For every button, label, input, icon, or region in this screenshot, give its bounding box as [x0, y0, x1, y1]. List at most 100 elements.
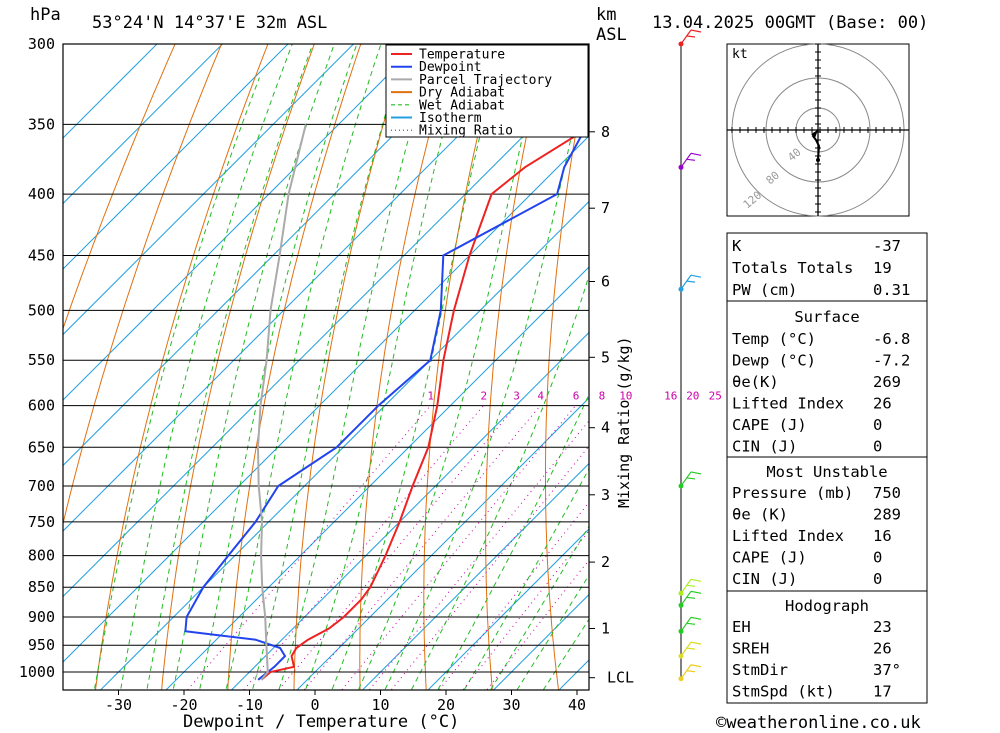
- hodograph: kt 40 80 120: [726, 43, 910, 217]
- dry-adiabat-line: [227, 44, 362, 690]
- stat-value: -37: [873, 237, 901, 255]
- height-unit-asl: ASL: [596, 25, 627, 45]
- mixing-ratio-line: [462, 529, 589, 690]
- stat-label: θe (K): [732, 506, 788, 524]
- dry-adiabat-line: [63, 44, 223, 526]
- hodograph-end-dot: [816, 158, 820, 162]
- wet-adiabat-line: [198, 44, 358, 690]
- stats-panel: K -37 Totals Totals 19 PW (cm) 0.31 Surface Tem…: [726, 232, 928, 704]
- wet-adiabat-line: [516, 574, 589, 690]
- stat-value: 750: [873, 484, 901, 502]
- temp-tick-label: 0: [310, 696, 319, 714]
- stat-label: StmSpd (kt): [732, 683, 835, 701]
- isotherm-line: [296, 397, 589, 690]
- temp-tick-label: -20: [170, 696, 197, 714]
- wind-profile: [678, 29, 702, 682]
- location-label: 53°24'N 14°37'E 32m ASL: [92, 13, 327, 33]
- pressure-tick-label: 300: [28, 35, 55, 53]
- legend-label: Dewpoint: [419, 60, 482, 75]
- height-tick-label: 8: [601, 123, 610, 141]
- axes: 1 2 3 4 6 8 10 16 20 2530035040045050055060065070…: [19, 35, 722, 714]
- hodograph-params-box: [726, 590, 928, 704]
- wind-barb-icon: [680, 590, 702, 606]
- wet-adiabat-line: [304, 44, 468, 690]
- isotherm-line: [63, 44, 224, 205]
- wet-adiabat-line: [542, 618, 589, 690]
- isotherm-line: [63, 44, 158, 139]
- temperature-profile: [260, 126, 589, 681]
- legend-label: Dry Adiabat: [419, 86, 505, 101]
- adiabats-and-isotherms: [63, 44, 589, 690]
- mixing-ratio-label: 25: [709, 390, 722, 403]
- height-tick-label: 4: [601, 419, 610, 437]
- mixing-ratio-label: 16: [664, 390, 677, 403]
- copyright-label: ©weatheronline.co.uk: [716, 713, 921, 733]
- legend-label: Temperature: [419, 48, 505, 63]
- wind-barb-icon: [680, 616, 702, 632]
- pressure-tick-label: 900: [28, 608, 55, 626]
- stat-value: 0: [873, 549, 882, 567]
- mixing-ratio-label: 20: [686, 390, 699, 403]
- isotherm-line: [63, 44, 355, 336]
- plot-frame: [62, 43, 590, 691]
- stat-value: 289: [873, 506, 901, 524]
- temp-tick-label: -10: [236, 696, 263, 714]
- height-tick-label: 1: [601, 620, 610, 638]
- mixing-ratio-label: 10: [619, 390, 632, 403]
- pressure-tick-label: 400: [28, 185, 55, 203]
- mixing-ratio-label: 2: [481, 390, 488, 403]
- most-unstable-title: Most Unstable: [766, 463, 887, 481]
- stat-label: θe(K): [732, 373, 779, 391]
- mixing-ratio-labels: 1 2 3 4 6 8 10 16 20 25: [427, 390, 721, 403]
- wind-barb-icon: [680, 664, 702, 680]
- mixing-ratio-label: 6: [573, 390, 580, 403]
- stat-label: CAPE (J): [732, 549, 807, 567]
- stat-label: SREH: [732, 640, 769, 658]
- wind-barb-icon: [680, 578, 702, 594]
- height-unit: km: [596, 5, 616, 25]
- stat-value: 23: [873, 618, 892, 636]
- wet-adiabat-line: [278, 44, 437, 690]
- sounding-profiles: [184, 44, 589, 681]
- dry-adiabat-line: [359, 44, 455, 690]
- isotherm-line: [99, 200, 589, 690]
- stat-label: CIN (J): [732, 570, 797, 588]
- temp-tick-label: 40: [568, 696, 586, 714]
- mixing-ratio-label: 1: [427, 390, 434, 403]
- temp-tick-label: -30: [105, 696, 132, 714]
- stat-value: 0: [873, 570, 882, 588]
- mixing-ratio-label: 4: [537, 390, 544, 403]
- wind-barb-icon: [680, 29, 702, 45]
- temp-tick-label: 10: [371, 696, 389, 714]
- isotherm-line: [427, 528, 589, 690]
- pressure-tick-label: 750: [28, 513, 55, 531]
- stat-value: 0.31: [873, 281, 910, 299]
- wind-barb-icon: [680, 152, 702, 168]
- legend-label: Mixing Ratio: [419, 124, 513, 139]
- isotherm-line: [230, 331, 589, 690]
- stat-label: PW (cm): [732, 281, 797, 299]
- stat-value: 17: [873, 683, 892, 701]
- isotherm-line: [165, 266, 589, 690]
- legend-label: Parcel Trajectory: [419, 73, 552, 88]
- storm-motion-arrow-icon: [811, 130, 818, 138]
- stat-value: -6.8: [873, 330, 910, 348]
- stat-label: Dewp (°C): [732, 352, 816, 370]
- stat-value: 37°: [873, 661, 901, 679]
- stat-value: 16: [873, 527, 892, 545]
- pressure-grid: [63, 43, 589, 673]
- surface-title: Surface: [794, 308, 859, 326]
- mixing-ratio-line: [186, 405, 431, 690]
- mixing-ratio-axis-label: Mixing Ratio (g/kg): [615, 336, 633, 508]
- pressure-tick-label: 600: [28, 397, 55, 415]
- stat-label: StmDir: [732, 661, 788, 679]
- mixing-ratio-label: 3: [513, 390, 520, 403]
- stat-label: CAPE (J): [732, 416, 807, 434]
- temp-tick-label: 20: [437, 696, 455, 714]
- stat-value: 26: [873, 395, 892, 413]
- height-tick-label: LCL: [607, 669, 634, 687]
- legend-label: Wet Adiabat: [419, 98, 505, 113]
- hodograph-unit: kt: [732, 47, 748, 62]
- dry-adiabat-line: [485, 44, 547, 690]
